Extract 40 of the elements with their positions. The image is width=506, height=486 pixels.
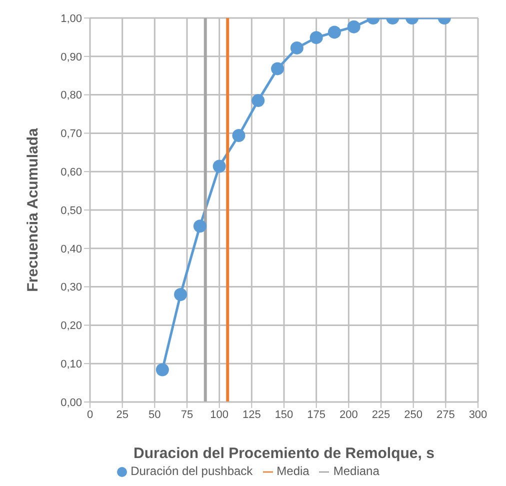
y-tick-label: 0,20 bbox=[60, 320, 82, 332]
x-tick-label: 250 bbox=[404, 408, 423, 421]
x-tick-label: 0 bbox=[86, 408, 94, 421]
legend-label: Duración del pushback bbox=[130, 464, 253, 478]
point bbox=[328, 26, 341, 39]
y-tick-label: 0,00 bbox=[60, 396, 82, 409]
legend-label: Media bbox=[276, 464, 310, 478]
x-tick-label: 175 bbox=[307, 408, 326, 421]
point bbox=[252, 94, 265, 108]
x-tick-label: 25 bbox=[116, 408, 128, 421]
point bbox=[347, 20, 360, 34]
y-tick-label: 1,00 bbox=[60, 12, 82, 25]
y-tick-label: 0,80 bbox=[60, 90, 82, 102]
y-tick-label: 0,90 bbox=[60, 51, 82, 64]
point bbox=[174, 288, 188, 301]
x-tick-label: 150 bbox=[274, 408, 294, 421]
x-tick-label: 200 bbox=[339, 408, 358, 421]
point bbox=[271, 62, 284, 76]
x-tick-label: 50 bbox=[148, 408, 161, 421]
x-tick-label: 275 bbox=[436, 408, 455, 421]
point bbox=[193, 220, 206, 233]
y-tick-label: 0,60 bbox=[60, 166, 82, 179]
x-tick-label: 300 bbox=[468, 408, 488, 421]
point bbox=[310, 31, 323, 44]
point bbox=[290, 41, 304, 54]
point bbox=[212, 160, 226, 173]
y-tick-label: 0,50 bbox=[60, 204, 82, 217]
x-tick-label: 100 bbox=[210, 408, 229, 421]
x-axis-title: Duracion del Procemiento de Remolque, s bbox=[134, 445, 434, 462]
x-tick-label: 225 bbox=[372, 408, 390, 421]
x-tick-label: 125 bbox=[242, 408, 261, 421]
y-tick-label: 0,40 bbox=[60, 243, 82, 256]
legend-label: Mediana bbox=[333, 464, 380, 478]
y-tick-label: 0,30 bbox=[60, 282, 82, 294]
y-axis-title: Frecuencia Acumulada bbox=[24, 128, 42, 292]
point bbox=[232, 129, 246, 142]
y-tick-label: 0,10 bbox=[60, 358, 82, 371]
y-tick-label: 0,70 bbox=[60, 128, 82, 140]
point bbox=[156, 363, 169, 376]
x-tick-label: 75 bbox=[180, 408, 194, 421]
